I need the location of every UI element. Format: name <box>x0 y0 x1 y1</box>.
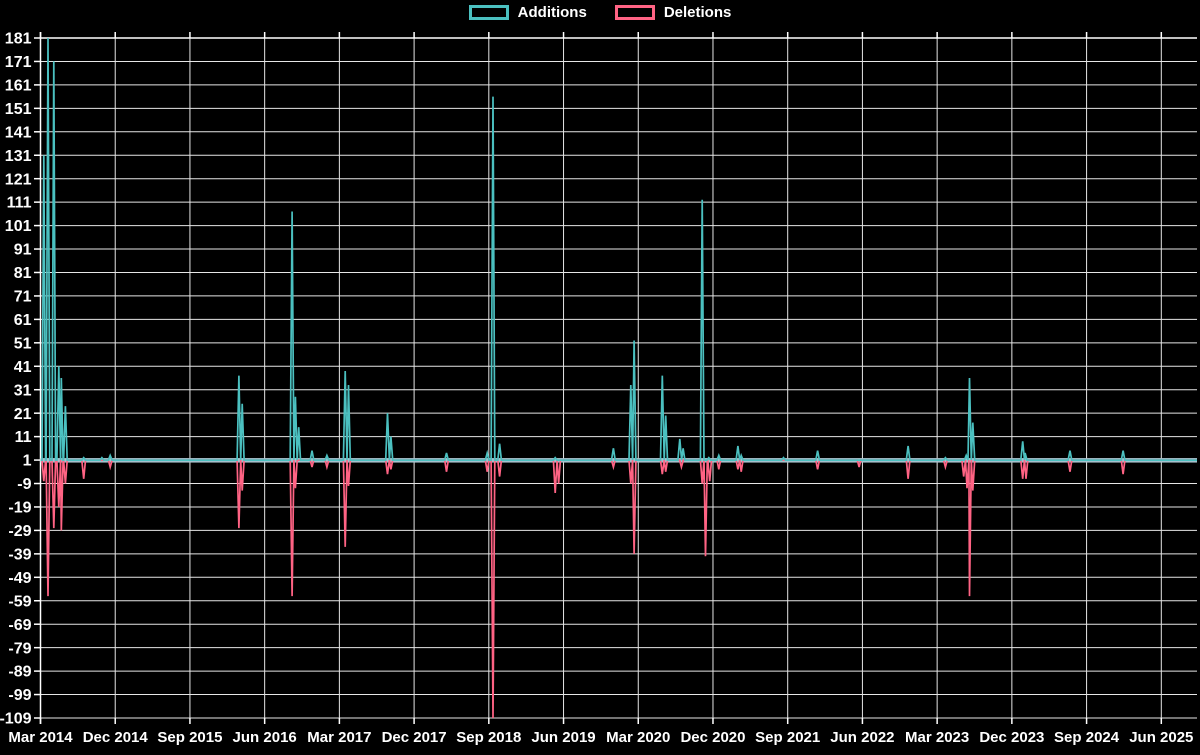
svg-text:-59: -59 <box>8 593 31 610</box>
svg-text:-99: -99 <box>8 687 31 704</box>
legend-item-additions[interactable]: Additions <box>468 4 587 21</box>
svg-text:71: 71 <box>14 289 32 306</box>
svg-text:-9: -9 <box>17 476 31 493</box>
svg-text:Mar 2014: Mar 2014 <box>8 729 73 746</box>
svg-text:Sep 2021: Sep 2021 <box>755 729 820 746</box>
svg-text:1: 1 <box>23 453 32 470</box>
svg-text:161: 161 <box>5 77 32 94</box>
svg-text:Dec 2017: Dec 2017 <box>382 729 447 746</box>
y-grid <box>34 37 1197 719</box>
svg-text:Sep 2024: Sep 2024 <box>1054 729 1120 746</box>
svg-text:Sep 2018: Sep 2018 <box>456 729 521 746</box>
svg-text:-39: -39 <box>8 546 31 563</box>
svg-text:61: 61 <box>14 312 32 329</box>
legend: Additions Deletions <box>0 4 1200 21</box>
svg-text:11: 11 <box>15 429 32 446</box>
svg-text:-29: -29 <box>8 523 31 540</box>
svg-text:81: 81 <box>14 265 32 282</box>
legend-item-deletions[interactable]: Deletions <box>614 4 732 21</box>
svg-text:Jun 2022: Jun 2022 <box>830 729 894 746</box>
svg-text:101: 101 <box>5 218 32 235</box>
svg-text:111: 111 <box>7 195 32 212</box>
additions-line <box>40 37 1197 461</box>
svg-text:Jun 2019: Jun 2019 <box>531 729 595 746</box>
additions-legend-swatch <box>468 5 509 20</box>
x-grid <box>39 32 1163 724</box>
svg-text:21: 21 <box>14 406 32 423</box>
svg-text:Jun 2025: Jun 2025 <box>1129 729 1193 746</box>
svg-text:181: 181 <box>5 31 32 48</box>
svg-text:Dec 2023: Dec 2023 <box>979 729 1044 746</box>
svg-text:171: 171 <box>5 54 32 71</box>
deletions-legend-swatch <box>614 5 655 20</box>
svg-text:31: 31 <box>14 382 32 399</box>
svg-text:121: 121 <box>5 171 32 188</box>
svg-text:91: 91 <box>14 242 32 259</box>
svg-text:Jun 2016: Jun 2016 <box>233 729 297 746</box>
svg-text:51: 51 <box>14 335 32 352</box>
svg-text:41: 41 <box>14 359 32 376</box>
svg-text:Mar 2017: Mar 2017 <box>307 729 371 746</box>
svg-text:Sep 2015: Sep 2015 <box>157 729 222 746</box>
svg-text:-49: -49 <box>8 570 31 587</box>
svg-text:-69: -69 <box>8 617 31 634</box>
axis-lines <box>39 32 1197 724</box>
svg-text:Mar 2023: Mar 2023 <box>905 729 969 746</box>
x-axis-labels: Mar 2014 Dec 2014 Sep 2015 Jun 2016 Mar 2017… <box>8 729 1193 746</box>
svg-text:Dec 2020: Dec 2020 <box>680 729 745 746</box>
svg-text:-89: -89 <box>8 664 31 681</box>
svg-text:-79: -79 <box>8 640 31 657</box>
svg-text:Dec 2014: Dec 2014 <box>83 729 149 746</box>
deletions-legend-label: Deletions <box>663 4 732 21</box>
svg-text:-19: -19 <box>8 500 31 517</box>
y-axis-labels: 1811711611511411311211111019181716151413… <box>0 31 32 728</box>
deletions-line <box>40 459 1197 719</box>
svg-text:141: 141 <box>5 124 32 141</box>
svg-text:Mar 2020: Mar 2020 <box>606 729 670 746</box>
svg-text:131: 131 <box>5 148 32 165</box>
svg-text:151: 151 <box>5 101 32 118</box>
svg-text:-109: -109 <box>0 711 32 728</box>
additions-legend-label: Additions <box>517 4 587 21</box>
